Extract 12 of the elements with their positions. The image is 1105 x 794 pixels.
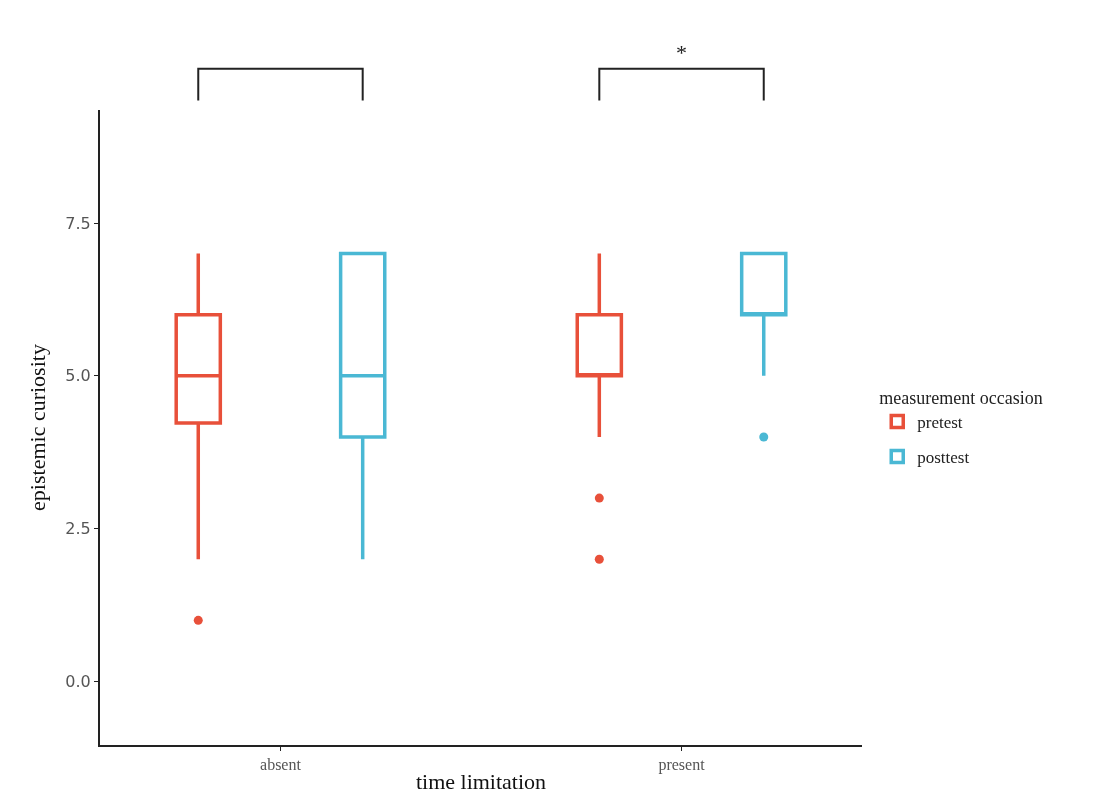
legend-label: posttest xyxy=(917,448,970,468)
y-tick-label: 0.0 xyxy=(65,672,91,692)
y-tick-label: 7.5 xyxy=(65,213,91,233)
text: * xyxy=(676,40,687,65)
x-tick-label: absent xyxy=(260,756,302,774)
legend-title: measurement occasion xyxy=(879,387,1043,408)
y-tick-label: 5.0 xyxy=(65,366,91,386)
y-tick-label: 2.5 xyxy=(65,519,91,539)
y-axis-title: epistemic curiosity xyxy=(25,344,50,511)
x-axis-title: time limitation xyxy=(415,769,547,794)
legend-label: pretest xyxy=(917,413,963,433)
x-tick-label: present xyxy=(658,756,706,775)
